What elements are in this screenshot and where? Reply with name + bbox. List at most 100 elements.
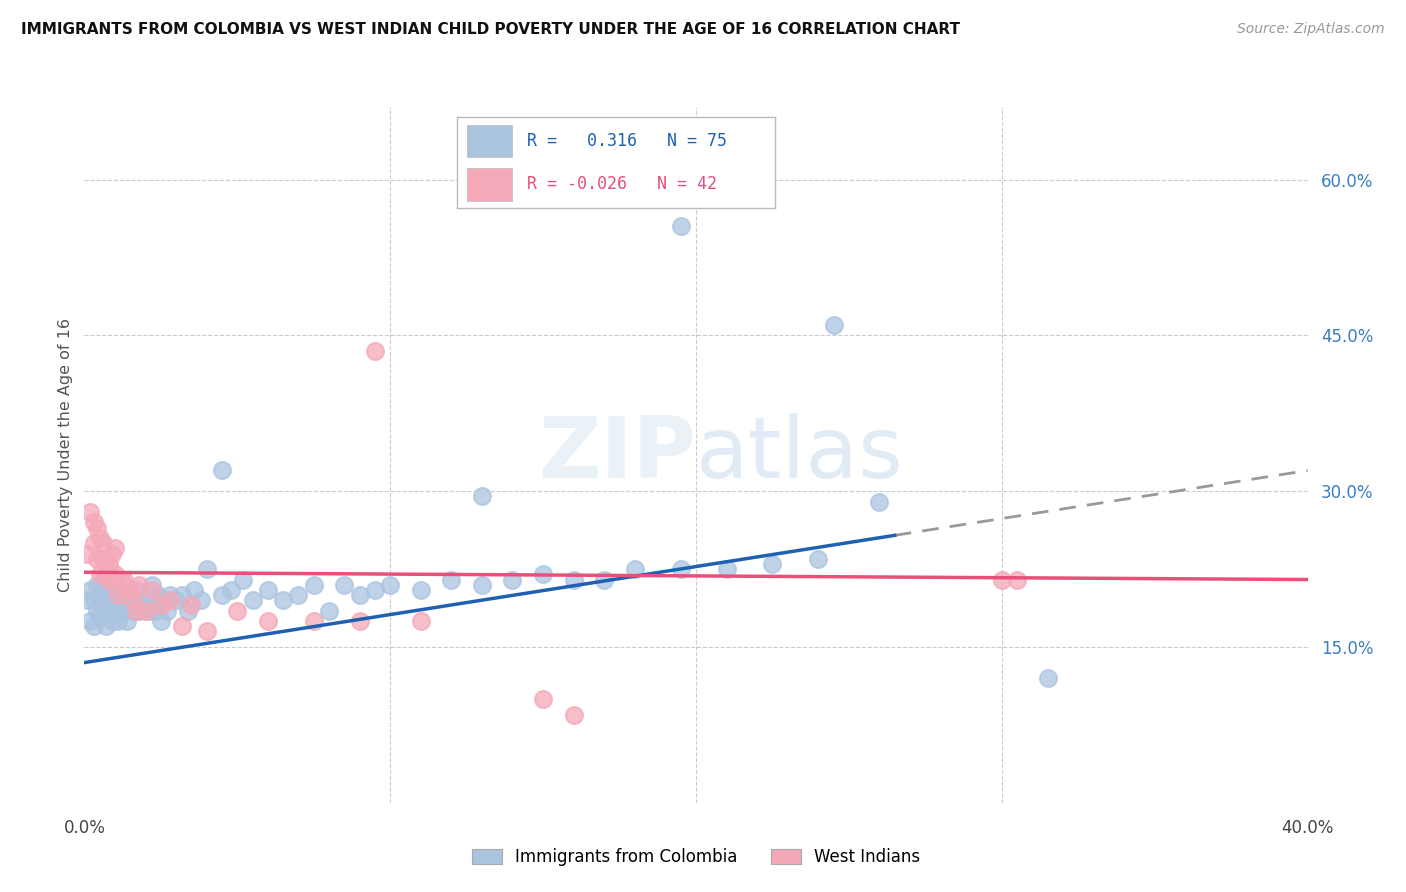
Point xyxy=(562,707,585,722)
Point xyxy=(91,551,114,566)
Point xyxy=(128,578,150,592)
Point xyxy=(149,599,172,613)
Point xyxy=(531,567,554,582)
Point xyxy=(669,562,692,576)
Point xyxy=(122,593,145,607)
Point xyxy=(122,604,145,618)
Point xyxy=(562,573,585,587)
Point xyxy=(107,588,129,602)
Point xyxy=(79,505,101,519)
Point xyxy=(141,582,163,597)
Point xyxy=(991,573,1014,587)
Point xyxy=(146,588,169,602)
Point xyxy=(195,562,218,576)
Point xyxy=(1036,671,1059,685)
Point xyxy=(226,604,249,618)
Point xyxy=(149,614,172,628)
Point xyxy=(183,582,205,597)
Point xyxy=(91,593,114,607)
Point xyxy=(91,536,114,550)
Point xyxy=(94,567,117,582)
Point xyxy=(287,588,309,602)
Point xyxy=(318,604,340,618)
Point xyxy=(180,599,202,613)
Point xyxy=(104,593,127,607)
Point xyxy=(471,490,494,504)
Point xyxy=(107,614,129,628)
Point xyxy=(115,582,138,597)
Point xyxy=(86,604,108,618)
Point xyxy=(302,578,325,592)
Point xyxy=(219,582,242,597)
Point xyxy=(211,463,233,477)
Point xyxy=(165,593,187,607)
Point xyxy=(349,614,371,628)
Point xyxy=(112,573,135,587)
Point xyxy=(333,578,356,592)
Point xyxy=(101,573,124,587)
Point xyxy=(94,551,117,566)
Point xyxy=(141,578,163,592)
Point xyxy=(79,614,101,628)
Point xyxy=(97,588,120,602)
Point xyxy=(86,551,108,566)
Point xyxy=(502,573,524,587)
Point xyxy=(125,582,148,597)
Point xyxy=(110,573,132,587)
Point xyxy=(624,562,647,576)
Point xyxy=(125,604,148,618)
Point xyxy=(89,588,111,602)
Point xyxy=(159,593,181,607)
Point xyxy=(120,599,142,613)
Point xyxy=(143,604,166,618)
Point xyxy=(101,593,124,607)
Point xyxy=(97,604,120,618)
Point xyxy=(104,567,127,582)
Point xyxy=(172,619,194,633)
Point xyxy=(107,588,129,602)
Point xyxy=(271,593,294,607)
Point xyxy=(349,588,371,602)
Point xyxy=(89,531,111,545)
Point xyxy=(232,573,254,587)
Point xyxy=(195,624,218,639)
Point xyxy=(135,599,157,613)
Point xyxy=(257,582,280,597)
Point xyxy=(531,692,554,706)
Point xyxy=(409,582,432,597)
Point xyxy=(86,520,108,534)
Point xyxy=(159,588,181,602)
Text: Source: ZipAtlas.com: Source: ZipAtlas.com xyxy=(1237,22,1385,37)
Point xyxy=(257,614,280,628)
Point xyxy=(79,582,101,597)
Point xyxy=(669,219,692,234)
Point xyxy=(128,604,150,618)
Point xyxy=(364,344,387,359)
Point xyxy=(97,557,120,571)
Point xyxy=(716,562,738,576)
Point xyxy=(131,593,153,607)
Point xyxy=(138,604,160,618)
Point xyxy=(97,573,120,587)
Point xyxy=(83,536,105,550)
Point xyxy=(177,604,200,618)
Point xyxy=(1005,573,1028,587)
Point xyxy=(76,593,98,607)
Point xyxy=(761,557,783,571)
Point xyxy=(83,593,105,607)
Point xyxy=(380,578,402,592)
Point xyxy=(823,318,845,332)
Point xyxy=(89,567,111,582)
Point xyxy=(83,516,105,530)
Point xyxy=(76,547,98,561)
Point xyxy=(440,573,463,587)
Point xyxy=(153,593,176,607)
Point xyxy=(302,614,325,628)
Text: atlas: atlas xyxy=(696,413,904,497)
Point xyxy=(471,578,494,592)
Point xyxy=(869,494,891,508)
Point xyxy=(86,578,108,592)
Point xyxy=(94,619,117,633)
Legend: Immigrants from Colombia, West Indians: Immigrants from Colombia, West Indians xyxy=(464,839,928,874)
Point xyxy=(115,614,138,628)
